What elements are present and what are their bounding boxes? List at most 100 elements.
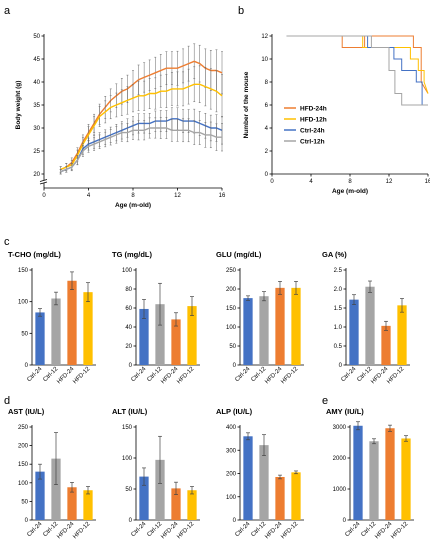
bar (139, 308, 149, 365)
panel-b-chart: 0 4 8 12 16 0 2 4 6 8 10 12 Age (m-old) Number of the… (243, 34, 430, 195)
x-axis-title: Age (m-old) (332, 188, 368, 195)
series-line-3 (286, 35, 428, 106)
x-tick-label: Ctrl-24 (26, 521, 43, 538)
y-tick-label: 100 (122, 268, 133, 274)
x-tick-label: Ctrl-24 (344, 521, 361, 538)
bar (275, 476, 285, 520)
bar (35, 312, 45, 365)
x-tick-label: HFD-12 (390, 521, 410, 541)
legend-label: Ctrl-24h (300, 128, 325, 135)
y-tick-label: 12 (261, 34, 268, 40)
panel-letter-c: c (4, 236, 10, 248)
y-tick-label: 80 (125, 287, 132, 293)
bar (291, 287, 301, 365)
bar (139, 476, 149, 520)
panel-letter-d: d (4, 395, 10, 407)
axis-break-mark (39, 179, 48, 182)
y-tick-label: 250 (18, 425, 29, 431)
bar (259, 445, 269, 520)
panel-letter-a: a (4, 5, 11, 17)
x-tick-label: HFD-12 (386, 366, 406, 386)
y-tick-label: 40 (33, 80, 40, 86)
x-tick-label: Ctrl-24 (130, 366, 147, 383)
panel-letter-b: b (238, 5, 244, 17)
y-tick-label: 20 (33, 172, 40, 178)
y-tick-label: 200 (18, 444, 29, 450)
x-tick-label: Ctrl-24 (234, 521, 251, 538)
x-tick-label: HFD-12 (280, 521, 300, 541)
bar (243, 298, 253, 365)
bar (171, 319, 181, 365)
y-tick-label: 50 (21, 499, 28, 505)
y-tick-label: 150 (226, 306, 237, 312)
bar (51, 458, 61, 520)
y-tick-label: 1.0 (334, 325, 343, 331)
bar (155, 459, 165, 520)
y-tick-label: 6 (265, 103, 269, 109)
legend-label: Ctrl-12h (300, 139, 325, 146)
bar (171, 488, 181, 520)
bar (51, 298, 61, 365)
bar (67, 487, 77, 520)
bar (381, 325, 391, 365)
y-tick-label: 200 (226, 287, 237, 293)
chart-title: TG (mg/dL) (112, 250, 152, 259)
chart-title: ALP (IU/L) (216, 407, 253, 416)
y-tick-label: 2 (265, 149, 269, 155)
chart-title: GA (%) (322, 250, 347, 259)
y-tick-label: 2.0 (334, 287, 343, 293)
x-tick-label: HFD-12 (176, 366, 196, 386)
y-axis-title: Body weight (g) (15, 81, 22, 130)
bar (259, 296, 269, 365)
bar (369, 441, 379, 520)
y-tick-label: 0 (129, 363, 133, 369)
bar (155, 304, 165, 365)
series-line-2 (286, 35, 428, 106)
x-tick-label: Ctrl-24 (26, 366, 43, 383)
y-tick-label: 2.5 (334, 268, 343, 274)
x-tick-label: 12 (174, 193, 181, 199)
y-tick-label: 3000 (333, 425, 347, 431)
y-tick-label: 20 (125, 344, 132, 350)
y-tick-label: 100 (226, 325, 237, 331)
y-tick-label: 150 (122, 425, 133, 431)
y-tick-label: 0 (265, 172, 269, 178)
bar (349, 299, 359, 365)
y-tick-label: 0 (129, 518, 133, 524)
y-tick-label: 25 (33, 149, 40, 155)
x-tick-label: 8 (348, 179, 352, 185)
axis-break-gap (40, 180, 48, 183)
bar (353, 425, 363, 520)
y-tick-label: 100 (226, 495, 237, 501)
x-tick-label: HFD-12 (176, 521, 196, 541)
series-line-2 (60, 118, 223, 173)
series-line-1 (60, 83, 223, 171)
panel-letter-e: e (322, 395, 328, 407)
x-tick-label: 0 (42, 193, 46, 199)
x-tick-label: 4 (87, 193, 91, 199)
x-tick-label: HFD-12 (72, 366, 92, 386)
bar (35, 471, 45, 520)
bar (243, 436, 253, 520)
chart-title: AST (IU/L) (8, 407, 45, 416)
y-tick-label: 60 (125, 306, 132, 312)
x-tick-label: 8 (131, 193, 135, 199)
y-tick-label: 40 (125, 325, 132, 331)
y-tick-label: 0 (343, 518, 347, 524)
bar (187, 490, 197, 520)
bar (83, 292, 93, 365)
y-tick-label: 150 (18, 268, 29, 274)
series-line-1 (286, 35, 429, 94)
y-tick-label: 0 (25, 518, 29, 524)
panel-a-chart: 0 4 8 12 16 20 25 30 35 40 45 50 Age (m-old) Body wei… (15, 34, 226, 209)
bar (365, 286, 375, 365)
y-tick-label: 4 (265, 126, 269, 132)
